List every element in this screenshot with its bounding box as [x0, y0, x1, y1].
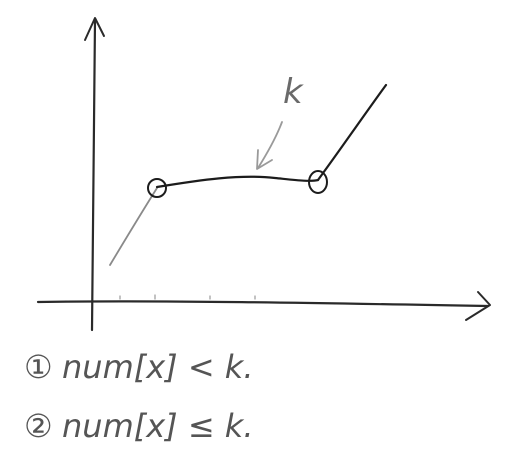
x-axis-line: [36, 300, 490, 308]
k-arrow-shaft: [257, 121, 283, 169]
right-endpoint-circle: [308, 170, 328, 194]
rising-segment-left: [109, 187, 158, 266]
condition-2-text: num[x] ≤ k.: [62, 407, 254, 445]
k-annotation: k: [256, 72, 304, 170]
flat-segment: [155, 175, 320, 189]
left-endpoint-circle: [147, 178, 167, 198]
k-arrow-head: [256, 149, 273, 170]
x-axis-arrowhead: [465, 291, 491, 321]
y-axis: [84, 17, 105, 332]
condition-1: ① num[x] < k.: [24, 348, 254, 386]
y-axis-line: [90, 18, 97, 332]
condition-2: ② num[x] ≤ k.: [24, 407, 254, 445]
condition-2-marker: ②: [24, 407, 53, 445]
x-axis: [36, 291, 491, 321]
function-curve: [109, 83, 388, 266]
condition-1-marker: ①: [24, 348, 53, 386]
rising-segment-right: [316, 83, 388, 182]
condition-1-text: num[x] < k.: [62, 348, 254, 386]
y-axis-arrowhead: [84, 17, 105, 41]
k-label: k: [283, 72, 304, 112]
